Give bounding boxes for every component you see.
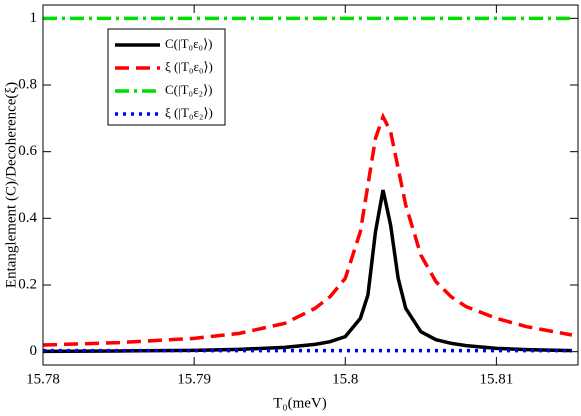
- series-line: [42, 189, 572, 354]
- y-tick-label: 1: [30, 10, 38, 26]
- series-line: [42, 112, 573, 347]
- y-tick-label: 0: [30, 343, 38, 359]
- y-tick-label: 0.2: [18, 276, 37, 292]
- legend: C(|T₀ε₀⟩) ξ (|T₀ε₀⟩) C(|T₀ε₂⟩) ξ (|T₀ε₂⟩): [107, 28, 226, 126]
- y-tick-label: 0.6: [18, 143, 37, 159]
- y-tick-label: 0.8: [18, 76, 37, 92]
- plot-frame: [42, 4, 579, 366]
- x-tick-label: 15.8: [332, 371, 358, 387]
- y-axis-label: Entanglement (C)/Decoherence(ξ): [3, 82, 19, 288]
- x-tick-label: 15.78: [26, 371, 60, 387]
- x-tick-label: 15.81: [480, 371, 514, 387]
- y-tick-label: 0.4: [18, 210, 37, 226]
- legend-label: C(|T₀ε₂⟩): [165, 82, 212, 97]
- legend-label: ξ (|T₀ε₀⟩): [165, 59, 213, 74]
- legend-label: ξ (|T₀ε₂⟩): [165, 105, 213, 120]
- x-axis-label: T₀(meV): [273, 395, 327, 411]
- legend-label: C(|T₀ε₀⟩): [165, 36, 212, 51]
- x-tick-label: 15.79: [177, 371, 211, 387]
